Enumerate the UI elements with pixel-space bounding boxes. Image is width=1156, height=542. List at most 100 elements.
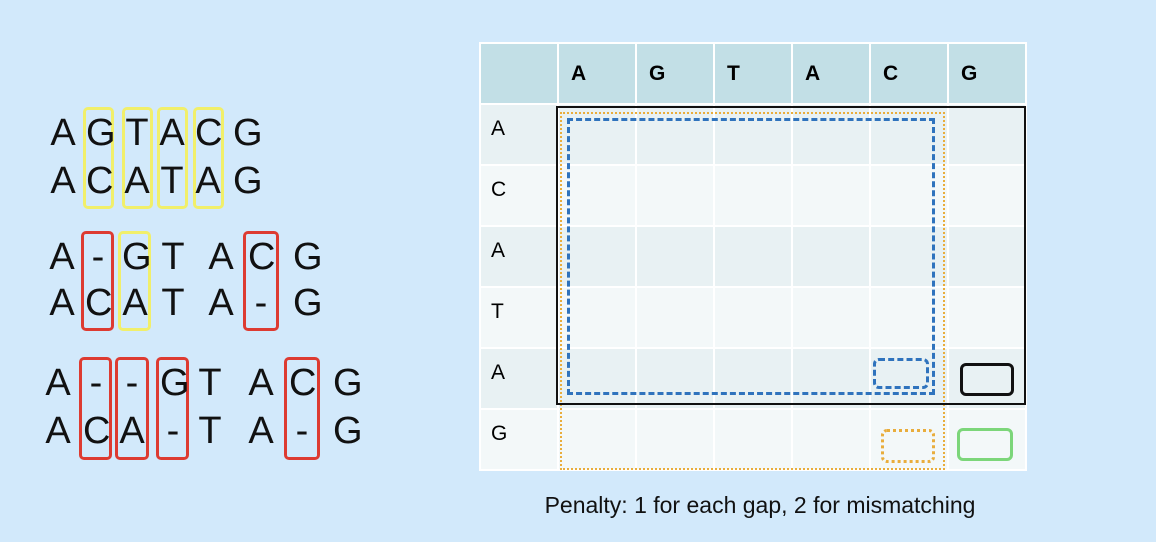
seq3-top-char: C xyxy=(289,362,317,404)
seq2-bottom-char: T xyxy=(161,282,185,324)
seq1-top-char: A xyxy=(159,112,185,154)
matrix-cell xyxy=(791,286,871,349)
row-header: C xyxy=(479,164,559,227)
subproblem-blue-dashed-region xyxy=(567,118,935,395)
seq3-top-char: T xyxy=(198,362,222,404)
seq2-top-char: C xyxy=(248,236,276,278)
seq1-top-char: T xyxy=(125,112,149,154)
seq3-top-char: G xyxy=(160,362,190,404)
alignment-examples: A G T A C G A C A T A G A - G T A C G A … xyxy=(0,0,440,542)
gap-mismatch-box xyxy=(156,357,189,460)
matrix-cell xyxy=(635,286,715,349)
orange-dotted-cell-marker xyxy=(881,429,935,463)
black-cell-marker xyxy=(960,363,1014,396)
subproblem-black-region xyxy=(556,106,1026,405)
matrix-row: A xyxy=(479,347,1027,410)
seq3-top-char: G xyxy=(333,362,363,404)
seq1-top-char: C xyxy=(195,112,223,154)
matrix-cell xyxy=(713,408,793,471)
gap-mismatch-box xyxy=(79,357,112,460)
column-header: G xyxy=(635,42,715,105)
seq1-bottom-char: T xyxy=(160,160,184,202)
seq3-bottom-char: - xyxy=(295,410,309,452)
column-header: A xyxy=(557,42,637,105)
seq1-top-char: A xyxy=(50,112,76,154)
match-highlight-box xyxy=(157,107,188,209)
gap-mismatch-box xyxy=(284,357,320,460)
seq3-bottom-char: A xyxy=(248,410,274,452)
seq3-top-char: - xyxy=(89,362,103,404)
match-highlight-box xyxy=(118,231,151,331)
matrix-cell xyxy=(947,164,1027,227)
seq1-bottom-char: A xyxy=(195,160,221,202)
match-highlight-box xyxy=(193,107,224,209)
seq2-bottom-char: G xyxy=(293,282,323,324)
matrix-cell xyxy=(557,347,637,410)
matrix-row: C xyxy=(479,164,1027,227)
seq3-top-char: A xyxy=(45,362,71,404)
gap-mismatch-box xyxy=(115,357,149,460)
seq2-top-char: G xyxy=(293,236,323,278)
green-target-cell-marker xyxy=(957,428,1013,461)
seq3-bottom-char: G xyxy=(333,410,363,452)
matrix-cell xyxy=(557,286,637,349)
seq2-bottom-char: - xyxy=(254,282,268,324)
corner-cell xyxy=(479,42,559,105)
matrix-cell xyxy=(947,286,1027,349)
seq2-bottom-char: A xyxy=(49,282,75,324)
seq2-top-char: T xyxy=(161,236,185,278)
seq1-bottom-char: A xyxy=(50,160,76,202)
matrix-cell xyxy=(557,408,637,471)
matrix-row: A xyxy=(479,225,1027,288)
seq2-top-char: A xyxy=(49,236,75,278)
match-highlight-box xyxy=(83,107,114,209)
seq3-bottom-char: A xyxy=(45,410,71,452)
seq2-top-char: A xyxy=(208,236,234,278)
seq1-top-char: G xyxy=(233,112,263,154)
seq1-top-char: G xyxy=(86,112,116,154)
matrix-cell xyxy=(947,225,1027,288)
column-header: T xyxy=(713,42,793,105)
matrix-row: T xyxy=(479,286,1027,349)
header-row: A G T A C G xyxy=(479,42,1027,105)
matrix-cell xyxy=(635,164,715,227)
seq3-top-char: - xyxy=(125,362,139,404)
matrix-cell xyxy=(557,225,637,288)
seq2-bottom-char: C xyxy=(85,282,113,324)
matrix-cell xyxy=(791,225,871,288)
gap-mismatch-box xyxy=(81,231,114,331)
seq1-bottom-char: C xyxy=(86,160,114,202)
column-header: C xyxy=(869,42,949,105)
seq3-bottom-char: T xyxy=(198,410,222,452)
matrix-cell xyxy=(791,347,871,410)
seq1-bottom-char: G xyxy=(233,160,263,202)
match-highlight-box xyxy=(122,107,153,209)
seq1-bottom-char: A xyxy=(124,160,150,202)
matrix-cell xyxy=(713,286,793,349)
penalty-caption: Penalty: 1 for each gap, 2 for mismatchi… xyxy=(544,492,976,518)
matrix-cell xyxy=(713,347,793,410)
matrix-cell xyxy=(635,347,715,410)
matrix-cell xyxy=(947,103,1027,166)
seq3-bottom-char: - xyxy=(166,410,180,452)
seq2-bottom-char: A xyxy=(208,282,234,324)
seq2-top-char: - xyxy=(91,236,105,278)
matrix-row: A xyxy=(479,103,1027,166)
subproblem-orange-dotted-region xyxy=(560,112,945,470)
column-header: A xyxy=(791,42,871,105)
matrix-cell xyxy=(791,164,871,227)
row-header: A xyxy=(479,103,559,166)
seq3-bottom-char: A xyxy=(119,410,145,452)
seq2-bottom-char: A xyxy=(122,282,148,324)
blue-dashed-cell-marker xyxy=(873,358,929,389)
seq3-bottom-char: C xyxy=(83,410,111,452)
matrix-cell xyxy=(713,225,793,288)
dp-matrix: A G T A C G A C A T A G xyxy=(479,42,1027,471)
column-header: G xyxy=(947,42,1027,105)
matrix-cell xyxy=(557,164,637,227)
matrix-cell xyxy=(713,164,793,227)
dp-table: A G T A C G A C A T A G xyxy=(479,42,1027,471)
row-header: A xyxy=(479,347,559,410)
seq2-top-char: G xyxy=(122,236,152,278)
seq3-top-char: A xyxy=(248,362,274,404)
